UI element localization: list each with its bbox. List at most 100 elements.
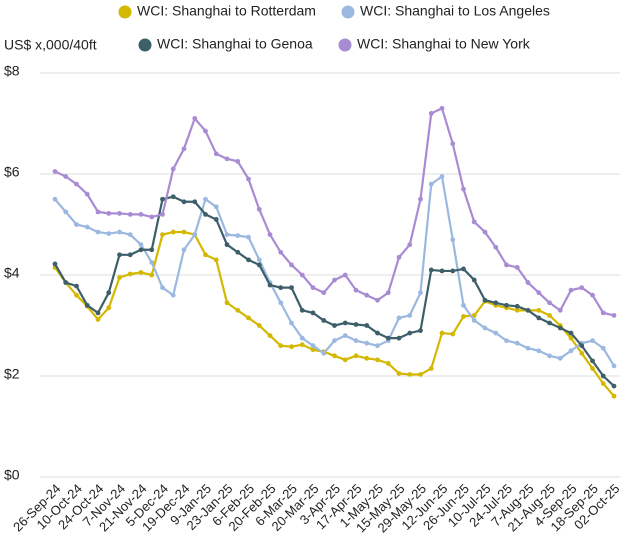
data-point bbox=[192, 199, 198, 205]
data-point bbox=[106, 290, 112, 296]
data-point bbox=[117, 229, 122, 235]
legend-marker bbox=[338, 38, 352, 52]
data-point bbox=[353, 322, 359, 327]
data-point bbox=[256, 323, 262, 328]
data-point bbox=[332, 277, 337, 283]
data-point bbox=[299, 307, 305, 313]
data-point bbox=[95, 310, 101, 316]
data-point bbox=[536, 348, 542, 354]
data-point bbox=[514, 307, 520, 313]
data-point bbox=[160, 232, 165, 238]
data-point bbox=[181, 229, 187, 235]
data-point bbox=[310, 285, 316, 291]
data-point bbox=[471, 318, 477, 323]
data-point bbox=[52, 261, 58, 267]
data-point bbox=[418, 196, 423, 202]
data-point bbox=[149, 247, 155, 253]
data-point bbox=[278, 343, 284, 349]
data-point bbox=[493, 330, 499, 336]
data-point bbox=[267, 282, 273, 288]
data-point bbox=[213, 217, 219, 222]
data-point bbox=[428, 181, 434, 187]
data-point bbox=[450, 268, 456, 274]
data-point bbox=[428, 366, 434, 371]
data-point bbox=[181, 146, 187, 152]
data-point bbox=[461, 314, 466, 319]
legend-label: WCI: Shanghai to Rotterdam bbox=[137, 3, 316, 19]
data-point bbox=[611, 313, 617, 318]
data-point bbox=[342, 320, 348, 326]
data-point bbox=[418, 328, 423, 333]
data-point bbox=[547, 300, 552, 306]
data-point bbox=[471, 219, 477, 225]
data-point bbox=[504, 338, 509, 344]
data-point bbox=[246, 176, 251, 182]
data-point bbox=[192, 116, 198, 121]
data-point bbox=[289, 262, 294, 268]
data-point bbox=[74, 181, 79, 187]
data-point bbox=[439, 105, 445, 111]
data-point bbox=[235, 158, 241, 164]
data-point bbox=[278, 285, 284, 291]
data-point bbox=[439, 268, 445, 274]
data-point bbox=[342, 333, 348, 338]
data-point bbox=[600, 373, 606, 379]
data-point bbox=[246, 315, 251, 321]
data-point bbox=[364, 323, 370, 328]
data-point bbox=[192, 232, 198, 238]
data-point bbox=[375, 357, 380, 363]
data-point bbox=[579, 350, 585, 356]
data-point bbox=[84, 191, 90, 197]
data-point bbox=[611, 363, 617, 369]
data-point bbox=[375, 297, 380, 303]
data-point bbox=[63, 174, 69, 179]
series-line bbox=[54, 107, 615, 317]
data-point bbox=[385, 290, 391, 296]
data-point bbox=[332, 323, 337, 328]
data-point bbox=[461, 266, 466, 272]
data-point bbox=[600, 310, 606, 316]
data-point bbox=[138, 247, 144, 253]
data-point bbox=[536, 290, 542, 296]
data-point bbox=[127, 252, 133, 258]
data-point bbox=[224, 300, 230, 306]
data-point bbox=[579, 285, 585, 291]
data-point bbox=[385, 360, 391, 366]
data-point bbox=[461, 302, 466, 308]
data-point bbox=[203, 252, 208, 258]
data-point bbox=[396, 371, 402, 376]
data-point bbox=[600, 381, 606, 386]
data-point bbox=[525, 307, 531, 313]
data-point bbox=[213, 204, 219, 210]
legend-marker bbox=[118, 5, 132, 19]
data-point bbox=[160, 212, 165, 217]
data-point bbox=[213, 151, 219, 157]
data-point bbox=[557, 325, 563, 331]
data-point bbox=[375, 330, 380, 336]
data-point bbox=[557, 355, 563, 361]
data-point bbox=[160, 196, 165, 202]
data-point bbox=[450, 331, 456, 337]
data-point bbox=[256, 206, 262, 212]
data-point bbox=[310, 347, 316, 353]
data-point bbox=[332, 353, 337, 359]
data-point bbox=[547, 320, 552, 326]
data-point bbox=[138, 212, 144, 217]
data-point bbox=[342, 272, 348, 278]
data-point bbox=[246, 234, 251, 240]
data-point bbox=[342, 357, 348, 363]
data-point bbox=[418, 372, 423, 377]
data-point bbox=[514, 265, 520, 270]
data-point bbox=[310, 343, 316, 349]
data-point bbox=[407, 330, 413, 336]
data-point bbox=[471, 277, 477, 283]
data-point bbox=[74, 222, 79, 227]
data-point bbox=[504, 262, 509, 268]
series-line bbox=[54, 230, 615, 397]
data-point bbox=[170, 292, 176, 298]
data-point bbox=[310, 310, 316, 316]
data-point bbox=[493, 300, 499, 306]
data-point bbox=[267, 232, 273, 238]
data-point bbox=[95, 317, 101, 322]
